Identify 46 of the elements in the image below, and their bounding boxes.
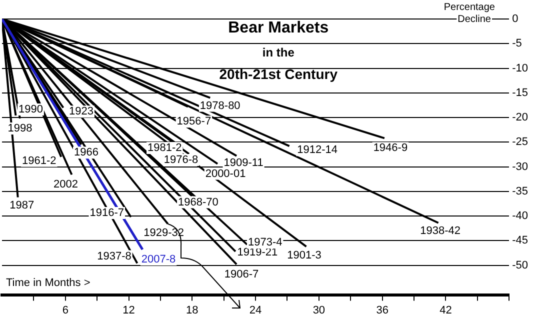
y-tick-label: -30 — [512, 160, 528, 173]
chart-title: Bear Markets — [228, 19, 329, 36]
x-tick-label: 12 — [122, 304, 135, 316]
series-label: 1938-42 — [420, 224, 461, 237]
y-tick-label: -25 — [512, 136, 528, 148]
y-tick-label: -20 — [512, 112, 528, 124]
series-label: 1998 — [8, 122, 32, 135]
series-label: 1923 — [69, 106, 94, 118]
x-tick-label: 18 — [186, 304, 198, 316]
series-label: 1981-2 — [148, 142, 182, 154]
x-tick-label: 24 — [249, 304, 262, 316]
y-tick-label: -45 — [512, 234, 528, 247]
series-label: 1973-4 — [248, 236, 282, 249]
series-label: 1968-70 — [178, 196, 218, 208]
y-tick-label: -10 — [512, 62, 528, 74]
series-label: 2002 — [53, 178, 78, 191]
y-axis-title: Percentage Decline — [444, 2, 496, 25]
y-tick-label: 0 — [512, 13, 518, 26]
series-label: 1912-14 — [297, 144, 338, 156]
text: in the 20th-21st Century — [219, 45, 338, 82]
series-label: 1978-80 — [200, 100, 240, 112]
series-label: 1987 — [10, 199, 34, 212]
y-tick-label: -15 — [512, 86, 528, 99]
series-label: 2007-8 — [141, 254, 176, 266]
x-tick-label: 30 — [312, 304, 326, 316]
series-label: 2000-01 — [205, 168, 246, 180]
series-label: 1937-8 — [97, 250, 132, 262]
x-tick-label: 6 — [62, 304, 68, 316]
series-label: 1946-9 — [373, 142, 408, 154]
y-tick-label: -40 — [512, 210, 528, 222]
series-label: 1906-7 — [224, 268, 259, 280]
y-tick-label: -35 — [512, 185, 528, 198]
x-tick-label: 42 — [440, 304, 452, 316]
x-axis-title: Time in Months > — [6, 276, 90, 289]
series-label: 1919-21 — [237, 246, 278, 258]
series-label: 1901-3 — [287, 250, 322, 262]
series-label: 1961-2 — [22, 154, 56, 167]
series-label: 1966 — [74, 146, 98, 159]
series-label: 1956-7 — [176, 116, 212, 128]
y-tick-label: -5 — [512, 38, 522, 50]
series-label: 1909-11 — [224, 156, 264, 169]
series-label: 1976-8 — [164, 154, 198, 166]
y-tick-label: -50 — [512, 259, 528, 272]
x-tick-label: 36 — [376, 304, 388, 316]
series-label: 1916-7 — [90, 207, 124, 220]
series-label: 1990 — [18, 104, 43, 116]
